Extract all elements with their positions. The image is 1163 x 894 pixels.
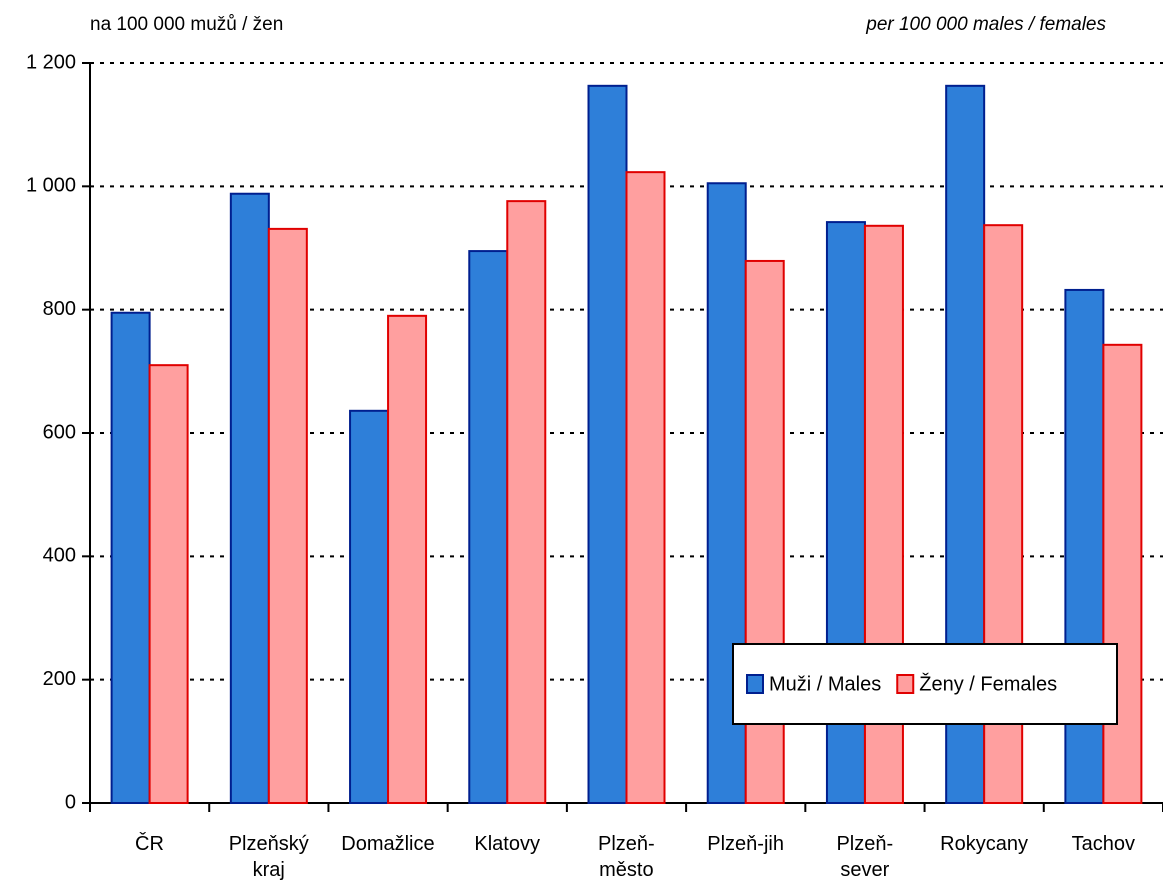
bar: [229, 192, 270, 804]
bar: [148, 364, 189, 804]
x-tick-label: Plzeň-jih: [707, 833, 784, 855]
x-tick-label: Domažlice: [341, 833, 435, 855]
y-tick-label: 600: [43, 421, 76, 443]
bar: [267, 227, 308, 804]
legend-label: Muži / Males: [769, 673, 881, 695]
y-axis-label: na 100 000 mužů / žen: [90, 14, 284, 35]
legend-label: Ženy / Females: [919, 672, 1057, 695]
bar: [468, 250, 509, 805]
legend-swatch: [896, 674, 915, 694]
y-axis-label-en: per 100 000 males / females: [866, 14, 1106, 35]
x-tick-label: Klatovy: [474, 833, 540, 855]
y-tick-label: 1 200: [26, 51, 76, 73]
y-tick-label: 0: [65, 791, 76, 813]
x-tick-label: Plzeň- sever: [836, 833, 894, 881]
y-tick-label: 400: [43, 545, 76, 567]
y-tick-label: 800: [43, 298, 76, 320]
bar: [387, 314, 428, 804]
x-tick-label: Plzeň- město: [598, 833, 655, 881]
bar: [1064, 288, 1105, 804]
legend-box: [732, 643, 1118, 725]
bar: [506, 200, 547, 804]
x-tick-label: ČR: [135, 833, 164, 855]
bar: [349, 409, 390, 804]
x-tick-label: Plzeňský kraj: [228, 833, 309, 881]
bar: [1102, 343, 1143, 804]
legend-swatch: [746, 674, 764, 694]
bar: [110, 311, 151, 804]
bar: [625, 171, 666, 804]
y-tick-label: 1 000: [26, 175, 76, 197]
x-tick-label: Tachov: [1071, 833, 1135, 855]
bar: [587, 84, 628, 805]
x-tick-label: Rokycany: [940, 833, 1028, 855]
y-tick-label: 200: [43, 668, 76, 690]
